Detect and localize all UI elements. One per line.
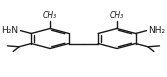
Text: H₂N: H₂N (1, 26, 18, 35)
Text: CH₃: CH₃ (110, 11, 124, 20)
Text: CH₃: CH₃ (43, 11, 57, 20)
Text: NH₂: NH₂ (149, 26, 166, 35)
